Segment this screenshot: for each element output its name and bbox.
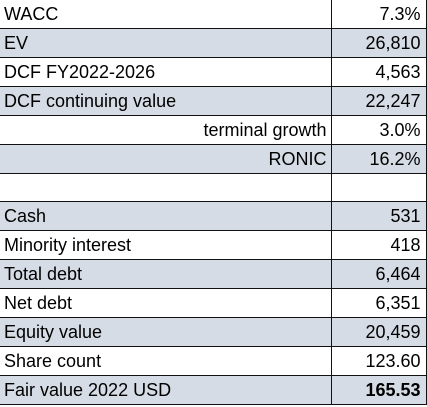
row-value[interactable]: 6,351 [331, 288, 427, 318]
table-row-equity-value: Equity value 20,459 [0, 317, 427, 347]
row-value[interactable]: 7.3% [331, 0, 427, 29]
table-row-ronic: RONIC 16.2% [0, 144, 427, 174]
row-label[interactable]: Fair value 2022 USD [0, 375, 332, 405]
table-row-dcf-fy: DCF FY2022-2026 4,563 [0, 57, 427, 87]
table-row-terminal-growth: terminal growth 3.0% [0, 115, 427, 145]
table-row-cash: Cash 531 [0, 201, 427, 231]
fair-value-cell[interactable]: 165.53 [331, 375, 427, 405]
table-row-dcf-continuing-value: DCF continuing value 22,247 [0, 86, 427, 116]
row-label[interactable]: EV [0, 28, 332, 58]
row-value[interactable]: 16.2% [331, 144, 427, 174]
row-label[interactable] [0, 173, 332, 202]
row-value[interactable]: 4,563 [331, 57, 427, 87]
row-label[interactable]: RONIC [0, 144, 332, 174]
row-label[interactable]: Minority interest [0, 230, 332, 260]
row-label[interactable]: Total debt [0, 259, 332, 289]
row-label[interactable]: Share count [0, 346, 332, 376]
row-label[interactable]: WACC [0, 0, 332, 29]
row-value[interactable] [331, 173, 427, 202]
row-label[interactable]: Net debt [0, 288, 332, 318]
row-value[interactable]: 123.60 [331, 346, 427, 376]
row-value[interactable]: 418 [331, 230, 427, 260]
row-value[interactable]: 22,247 [331, 86, 427, 116]
table-row-minority-interest: Minority interest 418 [0, 230, 427, 260]
table-row-ev: EV 26,810 [0, 28, 427, 58]
row-value[interactable]: 6,464 [331, 259, 427, 289]
table-row-wacc: WACC 7.3% [0, 0, 427, 29]
table-row-net-debt: Net debt 6,351 [0, 288, 427, 318]
table-row-total-debt: Total debt 6,464 [0, 259, 427, 289]
row-label[interactable]: DCF continuing value [0, 86, 332, 116]
row-label[interactable]: Cash [0, 201, 332, 231]
row-value[interactable]: 531 [331, 201, 427, 231]
row-value[interactable]: 3.0% [331, 115, 427, 145]
table-row-blank [0, 173, 427, 202]
table-row-fair-value: Fair value 2022 USD 165.53 [0, 375, 427, 405]
row-label[interactable]: DCF FY2022-2026 [0, 57, 332, 87]
row-value[interactable]: 26,810 [331, 28, 427, 58]
row-label[interactable]: Equity value [0, 317, 332, 347]
row-value[interactable]: 20,459 [331, 317, 427, 347]
row-label[interactable]: terminal growth [0, 115, 332, 145]
table-row-share-count: Share count 123.60 [0, 346, 427, 376]
